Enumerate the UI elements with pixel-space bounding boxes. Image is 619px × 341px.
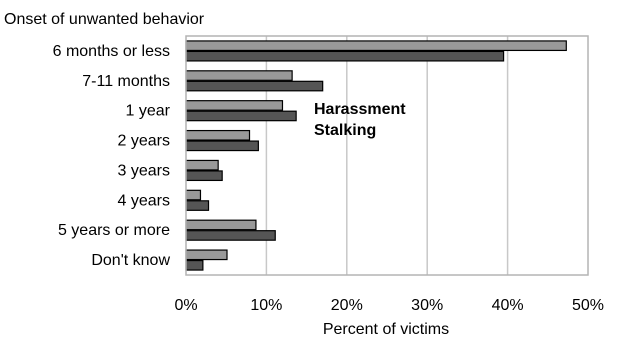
bar-stalking: [185, 110, 297, 122]
bar-harassment: [185, 189, 202, 201]
bar-stalking: [185, 200, 210, 211]
bar-harassment: [185, 40, 567, 52]
bar-harassment: [185, 70, 293, 81]
category-label: 3 years: [118, 162, 170, 179]
category-label: 6 months or less: [53, 43, 170, 60]
category-labels: 6 months or less 7-11 months 1 year 2 years…: [53, 43, 171, 269]
category-label: 4 years: [118, 192, 170, 209]
plot-frame: [185, 35, 589, 276]
x-tick-label: 20%: [331, 297, 363, 314]
x-tick-label: 50%: [572, 297, 604, 314]
category-label: Don't know: [91, 252, 170, 269]
x-tick-label: 40%: [492, 297, 524, 314]
category-label: 7-11 months: [82, 73, 170, 90]
bars: [185, 40, 567, 271]
gridlines: [265, 36, 509, 275]
bar-stalking: [185, 50, 505, 62]
x-axis-title: Percent of victims: [323, 321, 449, 338]
bar-harassment: [185, 159, 219, 171]
legend-label: Harassment: [314, 101, 406, 118]
category-label: 5 years or more: [58, 222, 170, 239]
legend-label: Stalking: [314, 122, 376, 139]
bar-harassment: [185, 129, 251, 141]
x-tick-label: 10%: [250, 297, 282, 314]
category-label: 1 year: [126, 103, 171, 120]
bar-stalking: [185, 170, 223, 182]
x-tick-label: 0%: [174, 297, 197, 314]
bar-harassment: [185, 219, 257, 231]
bar-stalking: [185, 80, 324, 92]
bar-stalking: [185, 259, 204, 271]
bar-harassment: [185, 100, 284, 111]
x-tick-labels: 0% 10% 20% 30% 40% 50%: [174, 297, 604, 314]
legend: Harassment Stalking: [314, 101, 406, 139]
bar-harassment: [185, 249, 228, 261]
x-tick-label: 30%: [411, 297, 443, 314]
category-label: 2 years: [118, 133, 170, 150]
bar-stalking: [185, 140, 259, 152]
bar-stalking: [185, 230, 276, 241]
chart-title: Onset of unwanted behavior: [4, 11, 205, 28]
